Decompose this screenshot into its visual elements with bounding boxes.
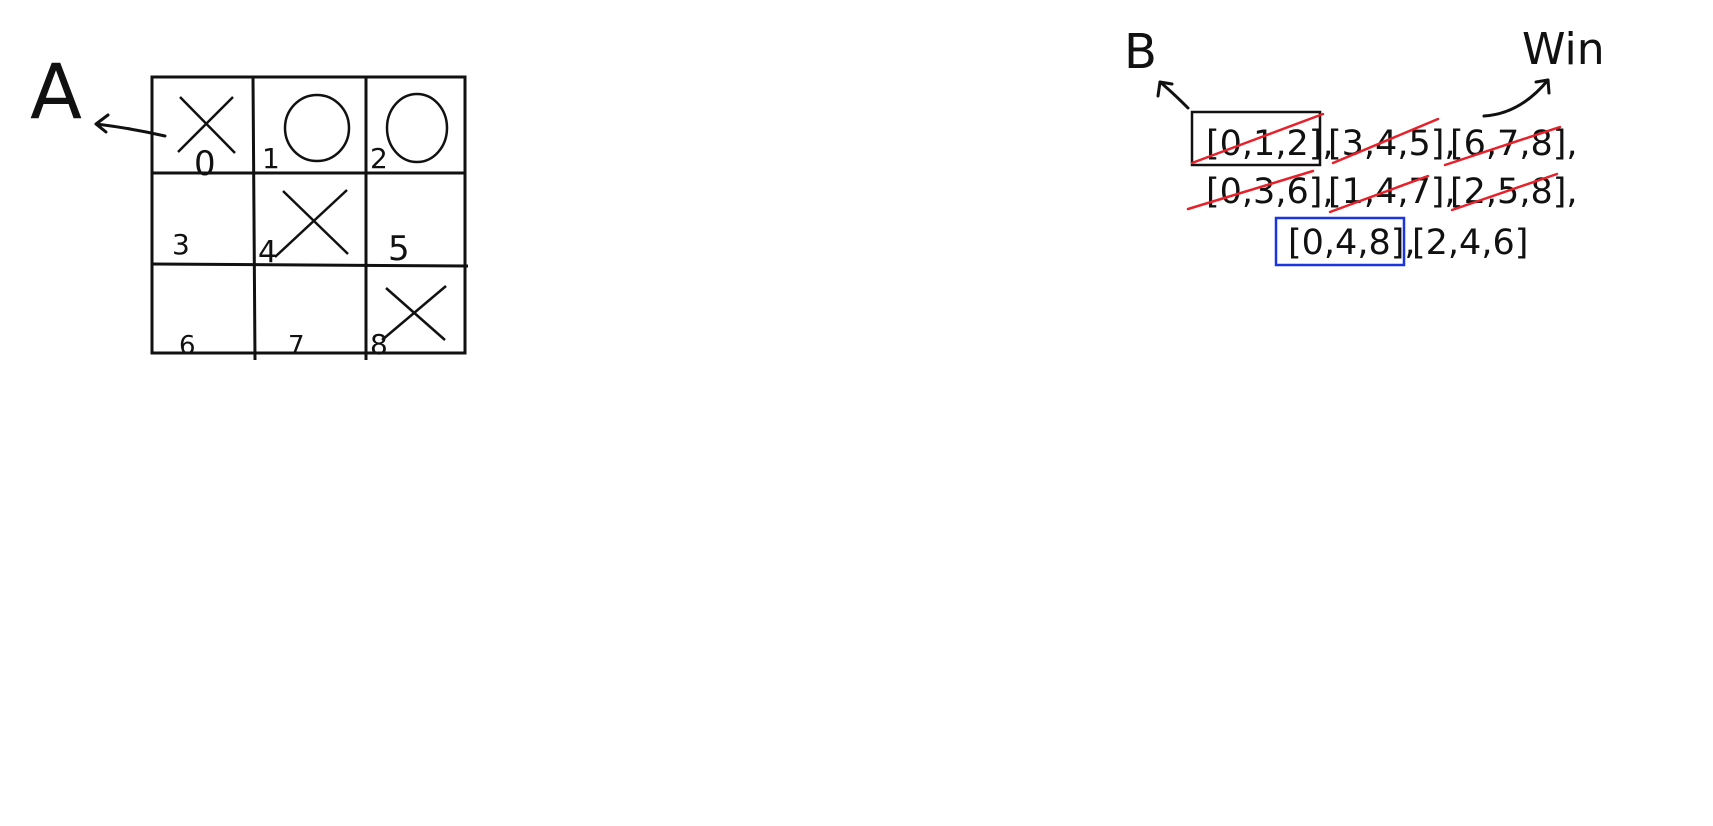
combo-2-5-8: [2,5,8], [1450, 172, 1578, 212]
board-line-v1 [251, 76, 257, 361]
cell-4-mark-x-icon [274, 189, 349, 258]
cell-index-5: 5 [388, 229, 410, 269]
combo-2-4-6: [2,4,6] [1412, 223, 1528, 263]
cell-index-4: 4 [258, 235, 277, 270]
combo-0-1-2-black-box [1190, 110, 1322, 167]
cell-index-2: 2 [370, 142, 388, 175]
cell-index-1: 1 [262, 142, 280, 175]
cell-1-mark-o-icon [283, 93, 351, 163]
strike-2-5-8 [1450, 172, 1559, 212]
cell-8-mark-x-icon [381, 285, 447, 341]
arrow-a-icon [94, 113, 167, 138]
win-combinations-list: [0,1,2], [3,4,5], [6,7,8], [0,3,6], [1,4… [1186, 110, 1578, 267]
combo-0-3-6: [0,3,6], [1206, 172, 1334, 212]
board-line-h2 [151, 262, 469, 268]
combo-0-1-2: [0,1,2], [1206, 124, 1334, 164]
label-a: A [30, 47, 82, 136]
label-b: B [1124, 24, 1157, 80]
strike-6-7-8 [1443, 125, 1562, 167]
cell-2-mark-o-icon [385, 92, 449, 164]
cell-index-7: 7 [288, 331, 305, 361]
cell-index-6: 6 [179, 331, 196, 361]
combo-0-4-8: [0,4,8], [1288, 223, 1416, 263]
label-win: Win [1522, 24, 1605, 75]
combo-0-4-8-blue-box [1274, 216, 1406, 267]
cell-index-8: 8 [370, 328, 388, 361]
strike-lines [1186, 112, 1562, 214]
strike-3-4-5 [1331, 117, 1440, 165]
board-frame [150, 75, 467, 355]
cell-0-mark-x-icon [177, 96, 236, 154]
label-b-group: B [1124, 24, 1190, 110]
strike-0-3-6 [1186, 169, 1315, 211]
label-win-group: Win [1482, 24, 1605, 118]
label-a-group: A [30, 47, 167, 138]
cell-index-0: 0 [194, 144, 216, 184]
strike-0-1-2 [1190, 112, 1325, 165]
cell-index-3: 3 [172, 228, 190, 261]
arrow-win-icon [1482, 78, 1551, 118]
arrow-b-icon [1156, 80, 1190, 110]
tic-tac-toe-board: 0 1 2 3 4 5 6 7 8 [150, 75, 469, 361]
strike-1-4-7 [1328, 174, 1430, 214]
